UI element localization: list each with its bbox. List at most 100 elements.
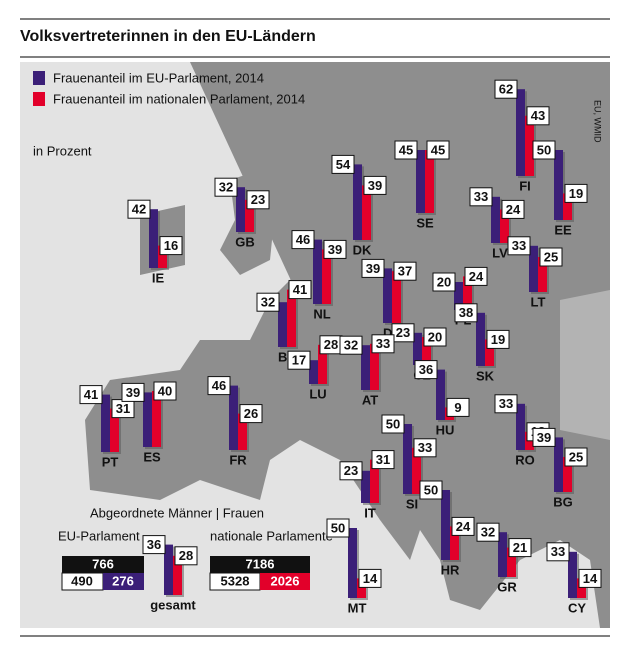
value-label: 20: [428, 329, 442, 344]
bar: [370, 343, 379, 390]
value-label: 54: [336, 157, 351, 172]
bar: [412, 447, 421, 494]
value-box: [419, 480, 443, 500]
bar: [529, 245, 538, 292]
bar: [173, 555, 182, 595]
value-box: [526, 106, 550, 126]
value-box: [381, 414, 405, 434]
category-label: gesamt: [150, 597, 196, 612]
women-value: 276: [112, 573, 134, 588]
chart-title: Volksvertreterinnen in den EU-Ländern: [20, 28, 316, 45]
value-box: [532, 427, 556, 447]
value-label: 33: [551, 544, 565, 559]
value-label: 39: [368, 178, 382, 193]
bar: [563, 193, 572, 220]
women-box: [103, 573, 144, 590]
bar: [563, 457, 572, 492]
value-label: 37: [398, 264, 412, 279]
value-box: [564, 183, 588, 203]
legend-label: Frauenanteil im EU-Parlament, 2014: [53, 70, 264, 85]
legend-label: Frauenanteil im nationalen Parlament, 20…: [53, 91, 305, 106]
bar: [348, 528, 357, 598]
value-box: [127, 199, 151, 219]
bar: [516, 403, 525, 450]
legend-swatch: [33, 92, 45, 106]
value-box: [464, 266, 488, 286]
value-label: 19: [491, 332, 505, 347]
category-label: LU: [309, 386, 326, 401]
men-value: 490: [71, 573, 93, 588]
bar: [441, 490, 450, 560]
value-label: 50: [331, 520, 345, 535]
bar: [361, 470, 370, 503]
value-box: [501, 199, 525, 219]
bar: [413, 332, 422, 365]
bar: [476, 312, 485, 366]
value-label: 14: [363, 571, 378, 586]
bar: [416, 150, 425, 213]
category-label: SK: [476, 368, 495, 383]
value-label: 42: [132, 202, 146, 217]
value-box: [494, 394, 518, 414]
bar: [485, 339, 494, 366]
bar: [370, 459, 379, 503]
bar: [278, 302, 287, 347]
value-label: 38: [459, 305, 473, 320]
source: EU, WMID: [593, 100, 603, 143]
value-box: [239, 404, 263, 424]
value-box: [339, 335, 363, 355]
category-label: IE: [152, 270, 165, 285]
value-label: 14: [583, 571, 598, 586]
value-label: 26: [244, 406, 258, 421]
value-label: 36: [419, 362, 433, 377]
value-label: 50: [537, 142, 551, 157]
value-box: [394, 140, 418, 160]
value-label: 9: [454, 400, 461, 415]
value-label: 41: [84, 387, 98, 402]
value-box: [153, 381, 177, 401]
category-label: HU: [436, 422, 455, 437]
women-box: [260, 573, 310, 590]
value-label: 25: [569, 449, 583, 464]
value-box: [121, 382, 145, 402]
value-label: 43: [531, 108, 545, 123]
value-box: [432, 272, 456, 292]
value-label: 45: [399, 142, 413, 157]
value-box: [79, 385, 103, 405]
bar: [318, 344, 327, 384]
bar: [507, 547, 516, 577]
bar: [554, 437, 563, 492]
category-label: LT: [531, 294, 546, 309]
category-label: GB: [235, 234, 255, 249]
bar: [491, 196, 500, 243]
value-label: 32: [481, 525, 495, 540]
value-label: 32: [219, 180, 233, 195]
category-label: FI: [519, 178, 531, 193]
value-box: [287, 350, 311, 370]
value-label: 32: [344, 338, 358, 353]
bar: [403, 424, 412, 494]
bar: [454, 282, 463, 310]
value-box: [564, 447, 588, 467]
bar: [498, 532, 507, 577]
value-box: [413, 438, 437, 458]
bar: [164, 544, 173, 595]
value-box: [371, 450, 395, 470]
value-label: 31: [116, 401, 130, 416]
bar: [500, 209, 509, 243]
value-box: [494, 79, 518, 99]
value-box: [391, 323, 415, 343]
unit-note: in Prozent: [33, 143, 92, 158]
totals-label: EU-Parlament: [58, 528, 140, 543]
value-label: 41: [293, 282, 307, 297]
bar: [450, 526, 459, 560]
value-box: [454, 303, 478, 323]
men-value: 5328: [221, 573, 250, 588]
category-label: GR: [497, 579, 517, 594]
total-box: [62, 556, 144, 573]
category-label: NL: [313, 306, 330, 321]
value-box: [507, 236, 531, 256]
value-box: [361, 258, 385, 278]
bar: [152, 391, 161, 447]
